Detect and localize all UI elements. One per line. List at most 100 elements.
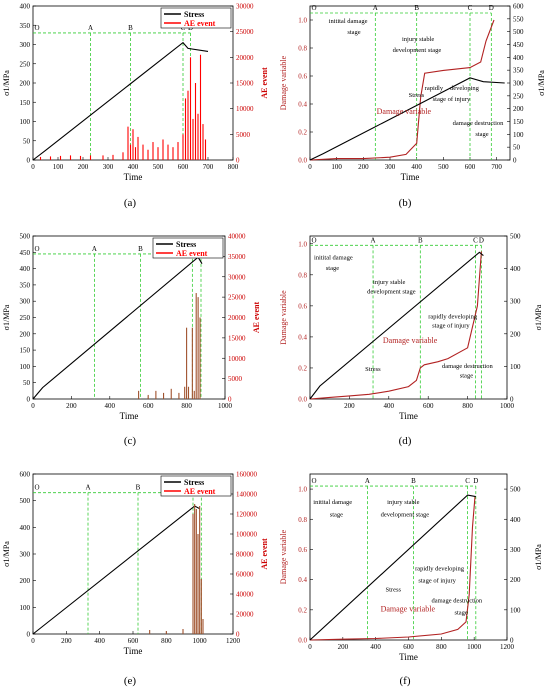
y-tick-label: 300 — [20, 41, 31, 49]
x-tick-label: 400 — [411, 163, 422, 171]
annotation: rapidly — [425, 85, 444, 92]
legend-label: AE event — [176, 249, 208, 258]
annotation: development stage — [367, 288, 416, 295]
y2-tick-label: 140000 — [236, 491, 258, 499]
panel-d: 0 200 400 600 800 1000 0.0 0.2 0.4 0.6 0.8 1.0 0 100 2… — [279, 233, 543, 448]
y-axis-label: Damage variable — [279, 529, 288, 584]
stage-label-B: B — [411, 477, 416, 485]
legend-label: AE event — [184, 487, 216, 496]
x-tick-label: 0 — [308, 402, 312, 410]
panel-e: 0 200 400 600 800 1000 12000100200300400500600… — [2, 471, 269, 688]
annotation: stage of injury — [418, 578, 456, 585]
panel-caption: (e) — [124, 675, 137, 687]
annotation: Damage variable — [381, 604, 436, 613]
annotation: Damage variable — [377, 107, 432, 116]
x-tick-label: 0 — [308, 643, 312, 651]
series-line-stress — [32, 256, 203, 400]
stage-label-C: C — [465, 477, 470, 485]
x-tick-label: 1000 — [193, 637, 208, 645]
y-tick-label: 350 — [20, 22, 31, 30]
y-tick-label: 1.0 — [298, 486, 307, 494]
annotation: injury stable — [387, 499, 419, 506]
annotation: stage of injury — [433, 96, 471, 103]
y2-tick-label: 200 — [513, 105, 524, 113]
y-tick-label: 0 — [27, 631, 31, 639]
y-tick-label: 0.4 — [298, 333, 307, 341]
x-axis-label: Time — [124, 646, 143, 656]
x-tick-label: 800 — [181, 402, 192, 410]
y2-tick-label: 100 — [510, 606, 521, 614]
annotation: stage — [326, 265, 339, 272]
y-tick-label: 0 — [27, 157, 31, 165]
stage-label-O: O — [311, 236, 316, 244]
annotation: stage — [454, 609, 467, 616]
stage-label-D: D — [479, 236, 484, 244]
y2-axis-label: AE event — [260, 67, 269, 99]
stage-label-A: A — [88, 24, 93, 32]
annotation: Stress — [409, 92, 425, 99]
y2-tick-label: 5000 — [236, 131, 251, 139]
panel-caption: (b) — [399, 197, 412, 209]
y2-tick-label: 400 — [510, 265, 521, 273]
series-line-damage-variable — [309, 251, 482, 400]
y2-tick-label: 0 — [513, 157, 517, 165]
y-tick-label: 0.6 — [298, 73, 307, 81]
annotation: Damage variable — [383, 336, 438, 345]
series-line-damage-variable — [309, 496, 476, 641]
y2-tick-label: 20000 — [228, 314, 246, 322]
y2-tick-label: 0 — [236, 631, 240, 639]
y-tick-label: 500 — [20, 497, 31, 505]
x-axis-label: Time — [120, 411, 139, 421]
y2-tick-label: 200 — [510, 330, 521, 338]
stage-label-O: O — [311, 4, 316, 12]
y-tick-label: 500 — [20, 233, 31, 241]
y2-axis-label: σ1/MPa — [534, 304, 543, 330]
x-tick-label: 600 — [128, 637, 139, 645]
y-tick-label: 200 — [20, 577, 31, 585]
y2-tick-label: 15000 — [236, 80, 254, 88]
y2-tick-label: 250 — [513, 92, 524, 100]
y2-tick-label: 150 — [513, 118, 524, 126]
y-tick-label: 250 — [20, 60, 31, 68]
y-tick-label: 50 — [23, 379, 31, 387]
stage-label-O: O — [34, 245, 39, 253]
x-axis-label: Time — [401, 172, 420, 182]
annotation: stage — [330, 511, 343, 518]
y2-tick-label: 20000 — [236, 54, 254, 62]
y2-tick-label: 200 — [510, 576, 521, 584]
x-tick-label: 600 — [465, 163, 476, 171]
stage-label-A: A — [371, 236, 376, 244]
annotation: rapidly developing — [415, 566, 465, 573]
y-tick-label: 0.2 — [298, 129, 307, 137]
y-tick-label: 400 — [20, 265, 31, 273]
y-tick-label: 0.8 — [298, 271, 307, 279]
y-tick-label: 50 — [23, 137, 31, 145]
y2-tick-label: 120000 — [236, 511, 258, 519]
x-tick-label: 800 — [161, 637, 172, 645]
x-tick-label: 600 — [143, 402, 154, 410]
y-tick-label: 0.6 — [298, 546, 307, 554]
annotation: Stress — [386, 587, 402, 594]
annotation: developing — [450, 85, 480, 92]
y2-tick-label: 5000 — [228, 375, 243, 383]
legend-label: Stress — [184, 10, 204, 19]
legend-label: Stress — [176, 240, 196, 249]
y2-axis-label: AE event — [252, 302, 261, 334]
annotation: damage destruction — [431, 597, 482, 604]
x-tick-label: 500 — [438, 163, 449, 171]
panel-caption: (d) — [399, 435, 412, 447]
stage-label-B: B — [136, 484, 141, 492]
y2-tick-label: 550 — [513, 15, 524, 23]
stage-label-B: B — [414, 4, 419, 12]
y2-tick-label: 50 — [513, 144, 521, 152]
annotation: Stress — [365, 366, 381, 373]
x-tick-label: 1200 — [500, 643, 515, 651]
panel-c: 0 200 400 600 800 100005010015020025030035040… — [2, 233, 261, 448]
annotation: initital damage — [313, 499, 352, 506]
annotation: stage — [475, 131, 488, 138]
x-tick-label: 300 — [385, 163, 396, 171]
annotation: stage — [347, 29, 360, 36]
stage-label-C: C — [473, 236, 478, 244]
y-tick-label: 0.8 — [298, 516, 307, 524]
